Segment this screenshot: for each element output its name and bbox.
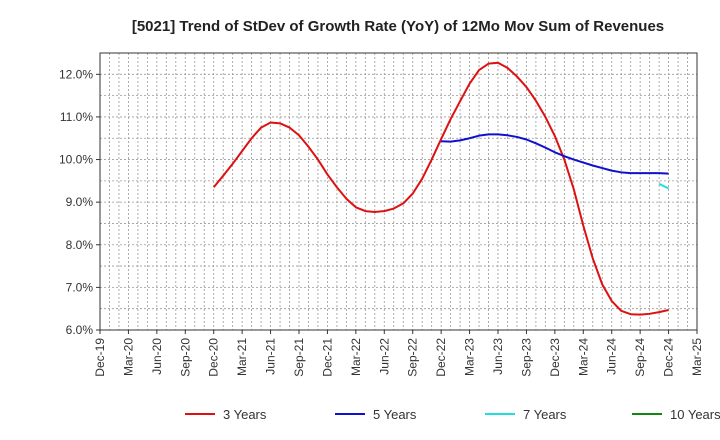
y-tick-label: 7.0%	[66, 280, 94, 294]
x-tick-label: Jun-23	[491, 338, 505, 375]
x-tick-label: Sep-20	[178, 338, 192, 377]
x-tick-label: Dec-22	[434, 338, 448, 377]
y-tick-label: 11.0%	[60, 110, 93, 124]
x-tick-label: Mar-20	[121, 338, 135, 376]
series-line-3-years	[212, 61, 669, 316]
series-line-7-years	[658, 182, 670, 190]
x-tick-label: Mar-21	[235, 338, 249, 376]
x-tick-label: Sep-21	[292, 338, 306, 377]
x-tick-label: Mar-23	[463, 338, 477, 376]
legend: 3 Years 5 Years 7 Years 10 Years	[185, 407, 720, 422]
legend-label: 5 Years	[373, 407, 417, 422]
y-tick-label: 10.0%	[59, 153, 93, 167]
x-tick-label: Dec-24	[662, 338, 676, 377]
y-tick-label: 6.0%	[66, 323, 94, 337]
x-tick-label: Jun-24	[605, 338, 619, 375]
x-tick-label: Mar-22	[349, 338, 363, 376]
x-tick-label: Dec-23	[548, 338, 562, 377]
x-tick-label: Sep-23	[519, 338, 533, 377]
y-axis: 6.0% 7.0% 8.0% 9.0% 10.0% 11.0% 12.0%	[59, 67, 100, 337]
y-tick-label: 12.0%	[59, 67, 93, 81]
chart-title: [5021] Trend of StDev of Growth Rate (Yo…	[132, 18, 664, 35]
x-tick-label: Mar-24	[576, 338, 590, 376]
legend-label: 3 Years	[223, 407, 267, 422]
x-tick-label: Jun-20	[150, 338, 164, 375]
y-tick-label: 8.0%	[66, 238, 94, 252]
x-axis: Dec-19 Mar-20 Jun-20 Sep-20 Dec-20 Mar-21 Jun-…	[93, 330, 704, 377]
x-tick-label: Dec-20	[207, 338, 221, 377]
x-tick-label: Jun-22	[377, 338, 391, 375]
y-tick-label: 9.0%	[66, 195, 94, 209]
x-tick-label: Jun-21	[264, 338, 278, 375]
series-lines	[212, 61, 670, 316]
x-tick-label: Sep-24	[633, 338, 647, 377]
x-tick-label: Dec-21	[320, 338, 334, 377]
legend-label: 7 Years	[523, 407, 567, 422]
series-line-5-years	[441, 133, 669, 175]
legend-label: 10 Years	[670, 407, 720, 422]
x-tick-label: Dec-19	[93, 338, 107, 377]
grid	[100, 52, 697, 331]
plot-area	[99, 52, 698, 331]
x-tick-label: Mar-25	[690, 338, 704, 376]
x-tick-label: Sep-22	[406, 338, 420, 377]
